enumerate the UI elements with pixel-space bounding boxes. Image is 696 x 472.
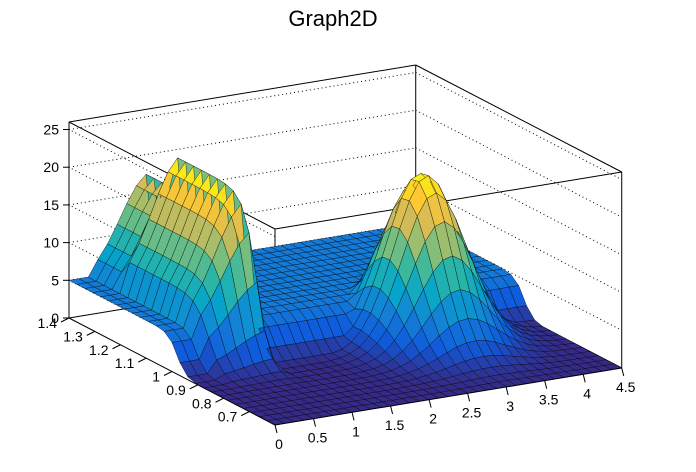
x-tick	[274, 424, 278, 434]
x-tick-label: 0	[275, 436, 283, 452]
x-tick	[582, 374, 586, 383]
z-tick-label: 25	[43, 122, 59, 138]
x-tick	[313, 418, 317, 427]
y-tick	[215, 397, 224, 403]
chart-title: Graph2D	[288, 6, 377, 31]
grid-line-z	[415, 222, 622, 331]
z-tick-label: 15	[43, 197, 59, 213]
front-top-edge	[274, 171, 622, 230]
y-tick-label: 0.7	[218, 409, 238, 425]
z-tick-label: 5	[51, 272, 59, 288]
y-tick	[60, 317, 70, 323]
y-tick-label: 1.1	[115, 355, 135, 371]
x-tick	[505, 386, 509, 396]
grid-line-z	[68, 72, 416, 131]
grid-line-z	[415, 185, 622, 294]
y-tick	[163, 371, 173, 376]
x-tick-label: 0.5	[308, 430, 328, 446]
grid-line-z	[415, 109, 622, 218]
x-tick-label: 2.5	[462, 404, 482, 420]
z-tick-label: 20	[43, 159, 59, 175]
y-tick-label: 1.2	[89, 342, 109, 358]
x-tick	[544, 380, 548, 389]
x-tick-label: 1.5	[385, 417, 405, 433]
grid-line-z	[68, 147, 416, 206]
y-tick-label: 1.4	[38, 315, 58, 331]
grid-line-z	[68, 109, 416, 168]
x-tick-label: 4.5	[616, 379, 636, 395]
x-tick-label: 1	[352, 423, 360, 439]
x-tick-label: 3.5	[539, 392, 559, 408]
y-tick	[138, 357, 147, 363]
y-tick	[241, 411, 250, 417]
front-bottom-edge	[274, 367, 622, 426]
x-tick-label: 4	[583, 385, 591, 401]
grid-line-z	[415, 147, 622, 256]
x-tick	[621, 367, 625, 377]
z-tick-label: 10	[43, 235, 59, 251]
x-tick-label: 3	[506, 398, 514, 414]
right-top-edge	[415, 64, 622, 173]
grid-line-z	[415, 72, 622, 180]
y-tick-label: 1	[152, 369, 160, 385]
y-tick	[112, 344, 121, 350]
z-tick-label: 0	[51, 310, 59, 326]
grid-line-z	[68, 185, 416, 244]
y-tick	[189, 384, 198, 390]
x-tick	[390, 405, 394, 415]
y-tick-label: 0.9	[166, 382, 186, 398]
y-tick-label: 0.8	[192, 395, 212, 411]
x-tick	[467, 393, 471, 402]
x-tick-label: 2	[429, 411, 437, 427]
surface-mesh	[68, 157, 623, 426]
y-tick	[86, 330, 95, 336]
x-tick	[428, 399, 432, 408]
x-tick	[351, 412, 355, 421]
axis-ticks: 0 0.5 1 1.5 2 2.5 3 3.5 4 4.5 0.7 0.8 0.9 1 1.1 1.2 1.3 1…	[38, 122, 636, 452]
y-tick-label: 1.3	[63, 328, 83, 344]
back-top-edge	[68, 64, 416, 123]
